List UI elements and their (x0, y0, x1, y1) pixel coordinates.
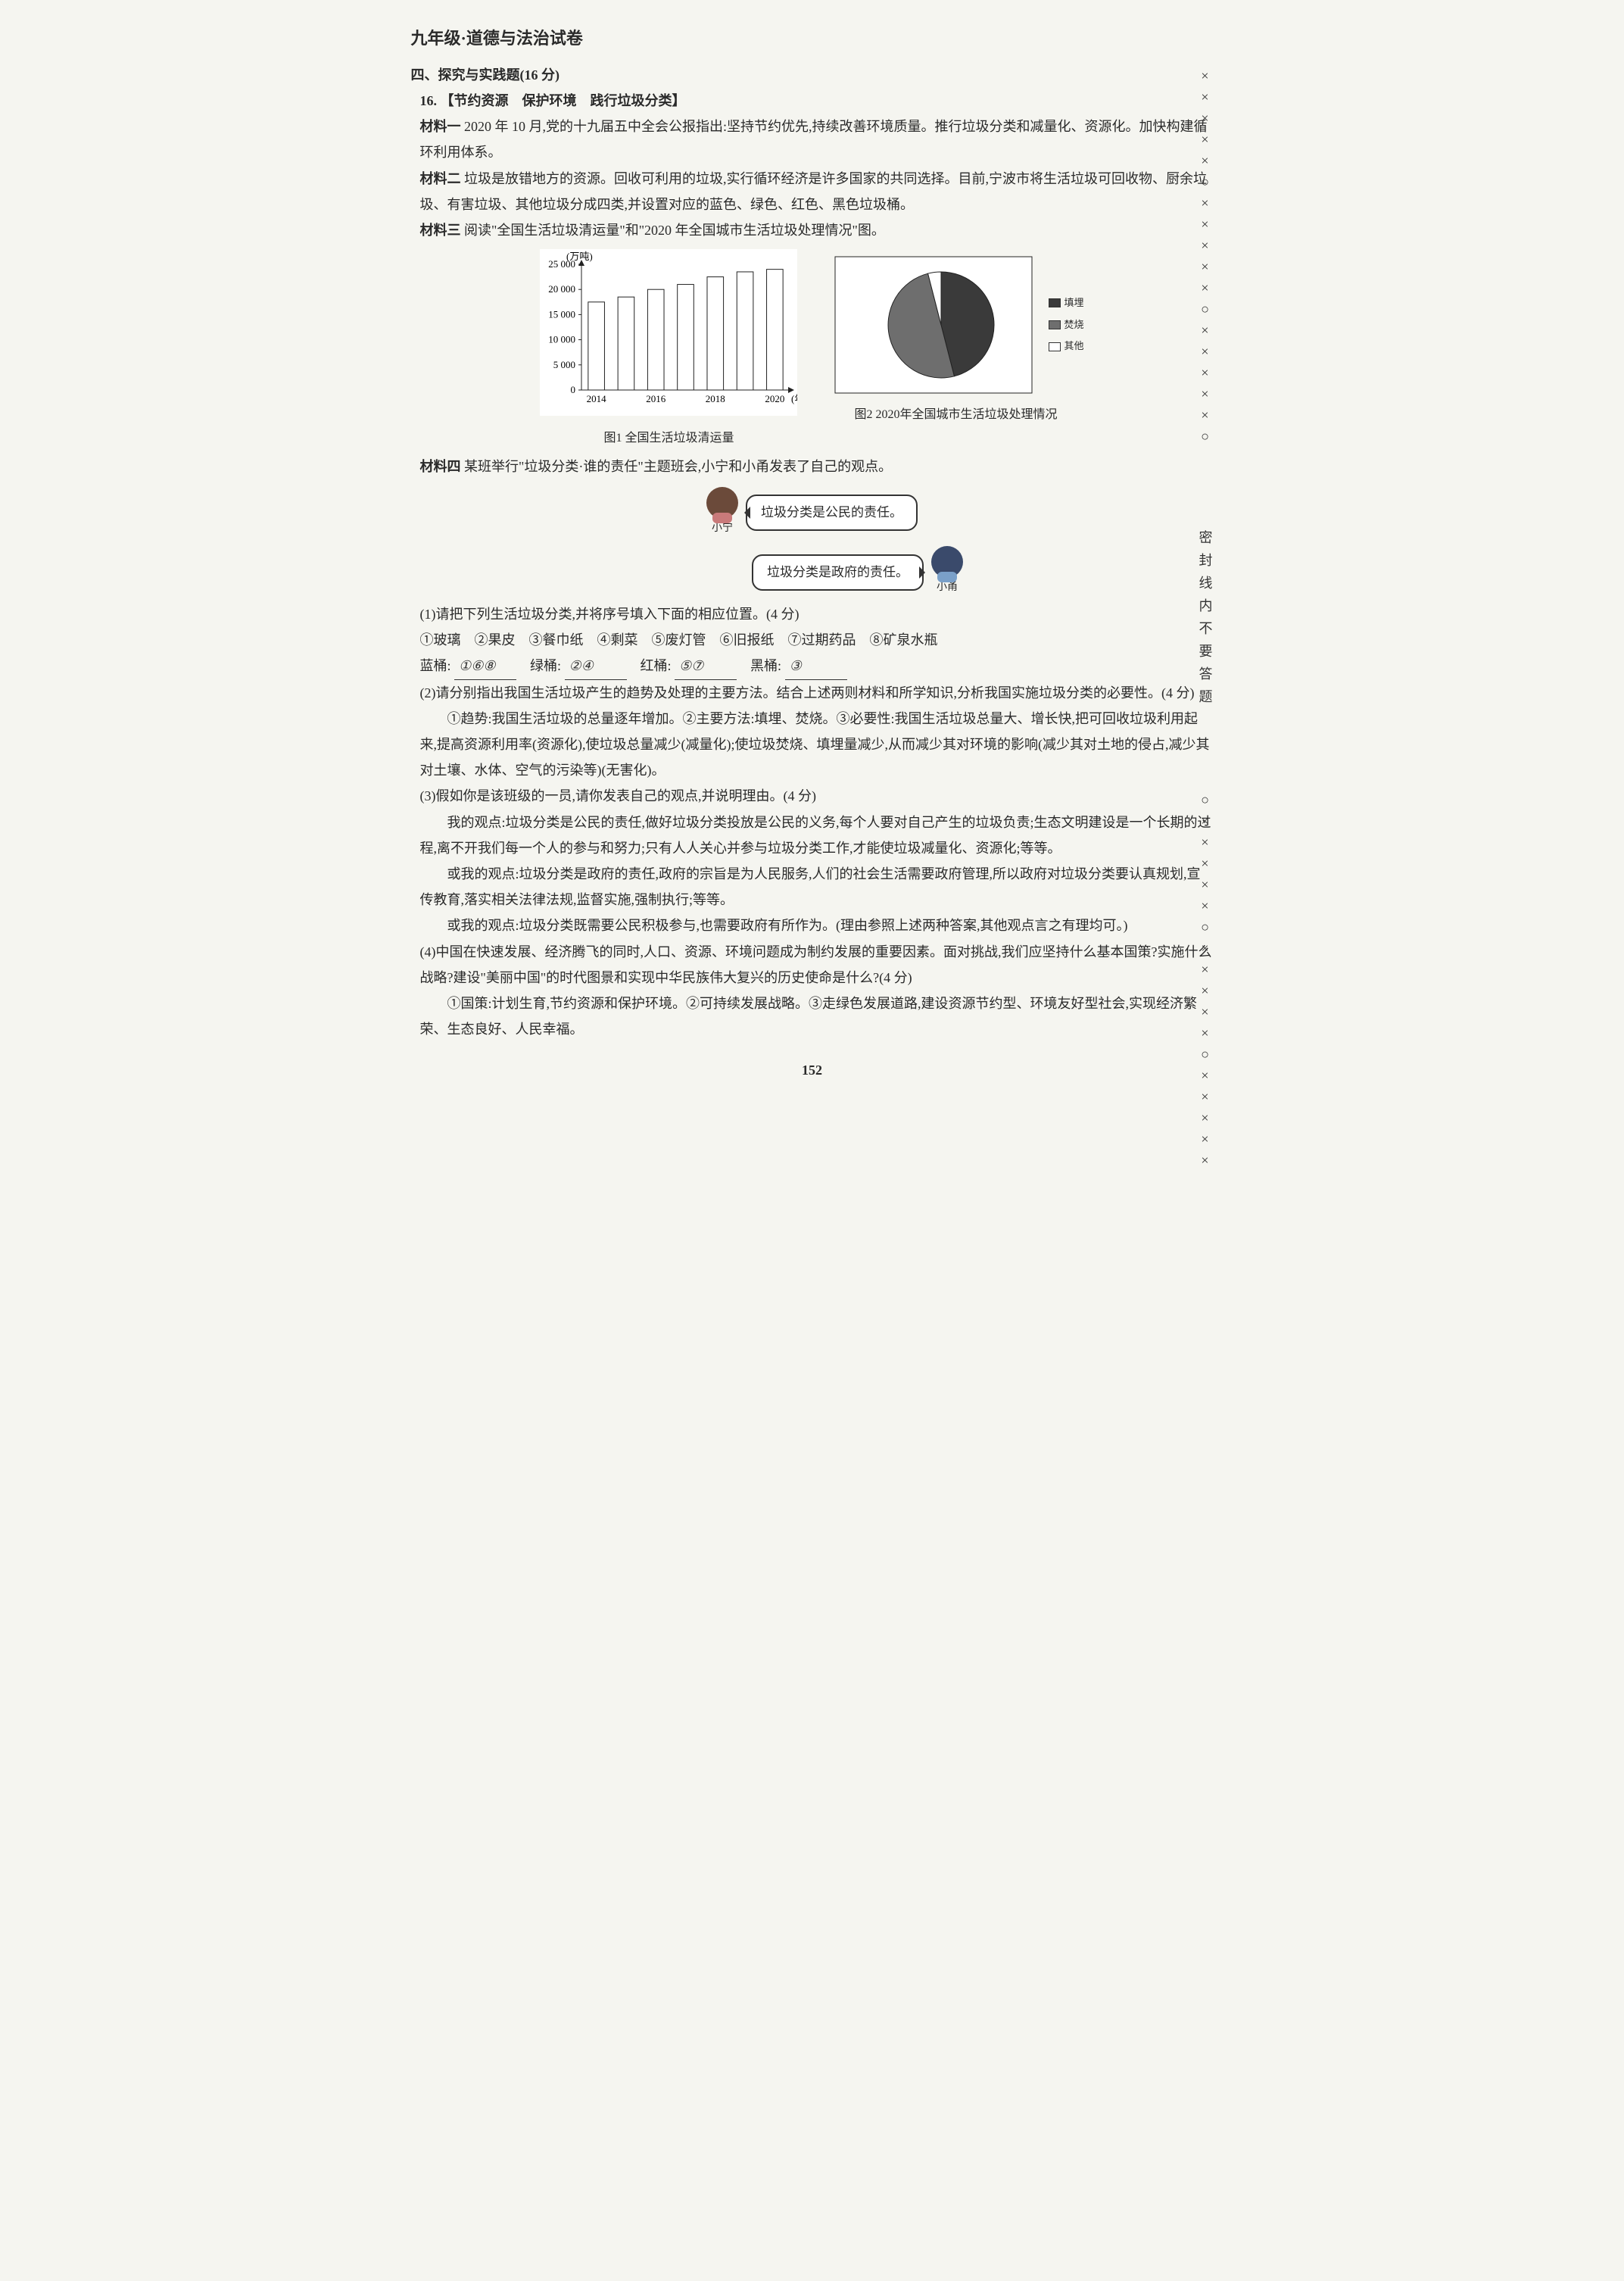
chart-1-caption: 图1 全国生活垃圾清运量 (540, 427, 797, 450)
label-red: 红桶: (641, 658, 672, 673)
material-1: 材料一 2020 年 10 月,党的十九届五中全会公报指出:坚持节约优先,持续改… (420, 114, 1214, 165)
section-4-title: 四、探究与实践题(16 分) (411, 62, 1214, 88)
sub1-answer-row: 蓝桶: ①⑥⑧ 绿桶: ②④ 红桶: ⑤⑦ 黑桶: ③ (420, 653, 1214, 679)
svg-text:20 000: 20 000 (549, 283, 576, 295)
speech-yong: 垃圾分类是政府的责任。 小甬 (752, 546, 963, 598)
blank-red: ⑤⑦ (675, 653, 737, 679)
seal-marks-top: ×××××○×××××○×××××○ (1192, 68, 1217, 450)
blank-black: ③ (785, 653, 847, 679)
chart-2-box: 填埋焚烧其他 图2 2020年全国城市生活垃圾处理情况 (828, 249, 1083, 426)
material-2: 材料二 垃圾是放错地方的资源。回收可利用的垃圾,实行循环经济是许多国家的共同选择… (420, 166, 1214, 217)
sub3-answer-c: 或我的观点:垃圾分类既需要公民积极参与,也需要政府有所作为。(理由参照上述两种答… (420, 913, 1214, 938)
sub2-prompt: (2)请分别指出我国生活垃圾产生的趋势及处理的主要方法。结合上述两则材料和所学知… (420, 680, 1214, 706)
sub3-answer-b: 或我的观点:垃圾分类是政府的责任,政府的宗旨是为人民服务,人们的社会生活需要政府… (420, 861, 1214, 913)
page-number: 152 (411, 1057, 1214, 1083)
pie-legend: 填埋焚烧其他 (1049, 294, 1083, 356)
blank-blue: ①⑥⑧ (454, 653, 516, 679)
avatar-yong-icon (931, 546, 963, 578)
page-header: 九年级·道德与法治试卷 (411, 23, 1214, 55)
svg-text:2020: 2020 (765, 393, 785, 404)
material-1-text: 2020 年 10 月,党的十九届五中全会公报指出:坚持节约优先,持续改善环境质… (420, 119, 1208, 160)
sub1-prompt: (1)请把下列生活垃圾分类,并将序号填入下面的相应位置。(4 分) (420, 601, 1214, 627)
legend-item: 填埋 (1049, 294, 1083, 313)
material-3-label: 材料三 (420, 223, 461, 238)
label-blue: 蓝桶: (420, 658, 451, 673)
svg-text:2018: 2018 (706, 393, 725, 404)
label-black: 黑桶: (750, 658, 781, 673)
svg-text:2016: 2016 (647, 393, 667, 404)
bar-chart: 05 00010 00015 00020 00025 000(万吨)201420… (540, 249, 797, 416)
svg-text:15 000: 15 000 (549, 309, 576, 320)
sub3-answer-a: 我的观点:垃圾分类是公民的责任,做好垃圾分类投放是公民的义务,每个人要对自己产生… (420, 810, 1214, 861)
question-16: 16. 【节约资源 保护环境 践行垃圾分类】 (420, 88, 1214, 114)
sub2-answer: ①趋势:我国生活垃圾的总量逐年增加。②主要方法:填埋、焚烧。③必要性:我国生活垃… (420, 706, 1214, 784)
sub4-prompt: (4)中国在快速发展、经济腾飞的同时,人口、资源、环境问题成为制约发展的重要因素… (420, 939, 1214, 991)
speech-ning: 小宁 垃圾分类是公民的责任。 (706, 487, 918, 539)
svg-text:(万吨): (万吨) (566, 251, 593, 262)
label-green: 绿桶: (530, 658, 561, 673)
avatar-ning: 小宁 (706, 487, 738, 539)
seal-text: 密封线内不要答题 (1192, 530, 1217, 712)
bubble-yong: 垃圾分类是政府的责任。 (752, 554, 924, 591)
avatar-ning-icon (706, 487, 738, 519)
svg-text:5 000: 5 000 (553, 359, 575, 370)
material-2-text: 垃圾是放错地方的资源。回收可利用的垃圾,实行循环经济是许多国家的共同选择。目前,… (420, 171, 1208, 212)
svg-text:0: 0 (571, 384, 576, 395)
q16-number: 16. (420, 93, 438, 108)
page-root: ×××××○×××××○×××××○ 密封线内不要答题 ○×××××○×××××… (411, 23, 1214, 1083)
material-1-label: 材料一 (420, 119, 461, 134)
material-2-label: 材料二 (420, 171, 461, 186)
charts-row: 05 00010 00015 00020 00025 000(万吨)201420… (411, 249, 1214, 451)
svg-text:(年): (年) (791, 393, 797, 404)
svg-text:10 000: 10 000 (549, 334, 576, 345)
legend-item: 其他 (1049, 337, 1083, 356)
pie-chart (828, 249, 1040, 401)
sub3-prompt: (3)假如你是该班级的一员,请你发表自己的观点,并说明理由。(4 分) (420, 783, 1214, 809)
seal-marks-bottom: ○×××××○×××××○××××× (1192, 792, 1217, 1174)
material-3: 材料三 阅读"全国生活垃圾清运量"和"2020 年全国城市生活垃圾处理情况"图。 (420, 217, 1214, 243)
speech-bubbles: 小宁 垃圾分类是公民的责任。 垃圾分类是政府的责任。 小甬 (411, 487, 1214, 598)
material-4: 材料四 某班举行"垃圾分类·谁的责任"主题班会,小宁和小甬发表了自己的观点。 (420, 454, 1214, 479)
material-4-label: 材料四 (420, 459, 461, 474)
svg-text:2014: 2014 (587, 393, 607, 404)
chart-1-box: 05 00010 00015 00020 00025 000(万吨)201420… (540, 249, 797, 451)
avatar-yong: 小甬 (931, 546, 963, 598)
chart-2-caption: 图2 2020年全国城市生活垃圾处理情况 (828, 404, 1083, 426)
sealing-line-marks: ×××××○×××××○×××××○ 密封线内不要答题 ○×××××○×××××… (1192, 68, 1217, 1174)
blank-green: ②④ (565, 653, 627, 679)
legend-item: 焚烧 (1049, 316, 1083, 335)
sub1-items: ①玻璃 ②果皮 ③餐巾纸 ④剩菜 ⑤废灯管 ⑥旧报纸 ⑦过期药品 ⑧矿泉水瓶 (420, 627, 1214, 653)
sub4-answer: ①国策:计划生育,节约资源和保护环境。②可持续发展战略。③走绿色发展道路,建设资… (420, 991, 1214, 1042)
material-4-text: 某班举行"垃圾分类·谁的责任"主题班会,小宁和小甬发表了自己的观点。 (464, 459, 892, 474)
material-3-text: 阅读"全国生活垃圾清运量"和"2020 年全国城市生活垃圾处理情况"图。 (464, 223, 885, 238)
bubble-ning: 垃圾分类是公民的责任。 (746, 495, 918, 531)
q16-topic: 【节约资源 保护环境 践行垃圾分类】 (441, 93, 686, 108)
